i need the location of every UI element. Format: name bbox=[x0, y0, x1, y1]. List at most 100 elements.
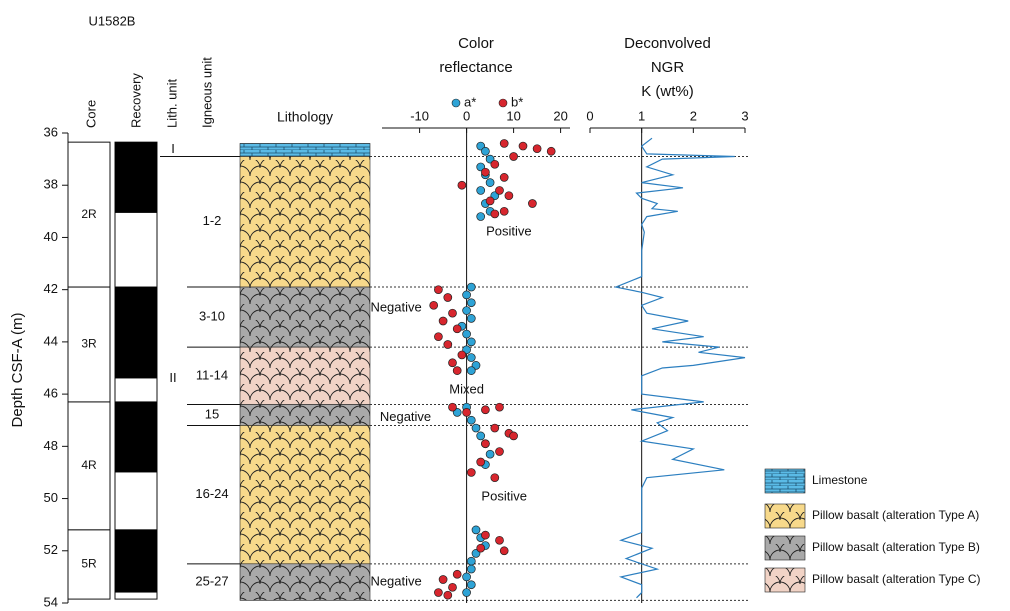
column-header: Recovery bbox=[128, 73, 143, 128]
data-point bbox=[528, 200, 536, 208]
data-point bbox=[434, 286, 442, 294]
depth-axis-label: Depth CSF-A (m) bbox=[9, 312, 26, 427]
data-point bbox=[444, 591, 452, 599]
data-point bbox=[496, 186, 504, 194]
legend-marker bbox=[452, 99, 460, 107]
data-point bbox=[453, 325, 461, 333]
data-point bbox=[434, 589, 442, 597]
data-point bbox=[458, 351, 466, 359]
lithology-interval bbox=[240, 157, 370, 288]
data-point bbox=[467, 565, 475, 573]
y-tick-label: 44 bbox=[44, 333, 58, 348]
data-point bbox=[496, 403, 504, 411]
y-tick-label: 38 bbox=[44, 177, 58, 192]
lithology-interval bbox=[240, 143, 370, 156]
igneous-unit-label: 15 bbox=[205, 406, 219, 421]
igneous-unit-label: 3-10 bbox=[199, 309, 225, 324]
column-header: Igneous unit bbox=[199, 57, 214, 128]
data-point bbox=[477, 213, 485, 221]
recovered-interval bbox=[115, 530, 157, 593]
legend-label: b* bbox=[511, 94, 523, 109]
data-point bbox=[467, 581, 475, 589]
legend-label: Pillow basalt (alteration Type C) bbox=[812, 572, 981, 586]
data-point bbox=[463, 573, 471, 581]
data-point bbox=[467, 354, 475, 362]
data-line bbox=[616, 138, 745, 598]
data-point bbox=[472, 424, 480, 432]
lith-unit-label: II bbox=[169, 370, 176, 385]
core-label: 2R bbox=[81, 207, 97, 221]
igneous-unit-label: 11-14 bbox=[196, 367, 228, 382]
lith-unit-label: I bbox=[171, 141, 175, 156]
igneous-unit-label: 16-24 bbox=[195, 486, 228, 501]
lithology-interval bbox=[240, 405, 370, 426]
data-point bbox=[491, 160, 499, 168]
data-point bbox=[463, 589, 471, 597]
data-point bbox=[481, 531, 489, 539]
data-point bbox=[467, 338, 475, 346]
data-point bbox=[500, 173, 508, 181]
data-point bbox=[481, 440, 489, 448]
data-point bbox=[519, 142, 527, 150]
legend-label: Pillow basalt (alteration Type B) bbox=[812, 540, 980, 554]
data-point bbox=[458, 181, 466, 189]
x-tick-label: 10 bbox=[506, 108, 520, 123]
data-point bbox=[444, 294, 452, 302]
annotation: Negative bbox=[370, 574, 421, 589]
data-point bbox=[430, 301, 438, 309]
data-point bbox=[463, 291, 471, 299]
data-point bbox=[547, 147, 555, 155]
page: U1582B Depth CSF-A (m) Core Recovery Lit… bbox=[0, 0, 1010, 611]
data-point bbox=[491, 424, 499, 432]
legend-swatch bbox=[765, 469, 805, 493]
data-point bbox=[453, 367, 461, 375]
data-point bbox=[481, 168, 489, 176]
data-point bbox=[453, 570, 461, 578]
column-header: Lithology bbox=[277, 109, 333, 125]
data-point bbox=[491, 210, 499, 218]
figure: U1582B Depth CSF-A (m) Core Recovery Lit… bbox=[0, 0, 1010, 611]
data-point bbox=[500, 547, 508, 555]
y-tick-label: 46 bbox=[44, 386, 58, 401]
recovered-interval bbox=[115, 402, 157, 473]
legend-label: Limestone bbox=[812, 473, 868, 487]
data-point bbox=[505, 192, 513, 200]
data-point bbox=[467, 314, 475, 322]
data-point bbox=[500, 207, 508, 215]
data-point bbox=[510, 153, 518, 161]
data-point bbox=[500, 139, 508, 147]
y-tick-label: 42 bbox=[44, 281, 58, 296]
lithology-interval bbox=[240, 287, 370, 347]
data-point bbox=[481, 147, 489, 155]
legend-swatch bbox=[765, 568, 805, 592]
panel-title: Deconvolved bbox=[624, 35, 711, 52]
x-tick-label: 3 bbox=[741, 108, 748, 123]
data-point bbox=[467, 299, 475, 307]
core-label: 5R bbox=[81, 557, 97, 571]
data-point bbox=[486, 179, 494, 187]
legend-label: a* bbox=[464, 94, 476, 109]
igneous-unit-label: 25-27 bbox=[195, 574, 228, 589]
lithology-interval bbox=[240, 425, 370, 563]
data-point bbox=[472, 526, 480, 534]
hole-title: U1582B bbox=[89, 13, 136, 28]
y-tick-label: 40 bbox=[44, 229, 58, 244]
x-tick-label: 2 bbox=[690, 108, 697, 123]
x-tick-label: 0 bbox=[586, 108, 593, 123]
lithology-interval bbox=[240, 564, 370, 601]
data-point bbox=[463, 307, 471, 315]
data-point bbox=[533, 145, 541, 153]
data-point bbox=[496, 448, 504, 456]
legend-swatch bbox=[765, 536, 805, 560]
recovered-interval bbox=[115, 287, 157, 378]
x-tick-label: -10 bbox=[410, 108, 429, 123]
annotation: Negative bbox=[370, 299, 421, 314]
data-point bbox=[439, 317, 447, 325]
data-point bbox=[477, 458, 485, 466]
annotation: Mixed bbox=[449, 382, 484, 397]
y-tick-label: 36 bbox=[44, 124, 58, 139]
x-tick-label: 20 bbox=[553, 108, 567, 123]
data-point bbox=[449, 359, 457, 367]
y-tick-label: 54 bbox=[44, 594, 58, 609]
data-point bbox=[449, 403, 457, 411]
